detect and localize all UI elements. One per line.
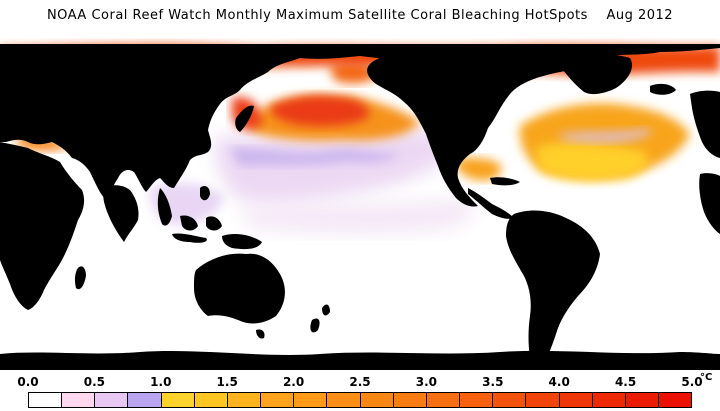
scale-swatch	[62, 393, 96, 407]
scale-tick-label: 2.5	[349, 375, 371, 389]
north-pacific-hotspot-core	[269, 95, 369, 126]
land-africa	[0, 142, 85, 310]
land-central-america	[468, 188, 514, 219]
land-greenland	[560, 53, 633, 95]
scale-swatch	[625, 393, 659, 407]
land-australia	[194, 253, 285, 324]
scale-tick-label: 0.5	[83, 375, 106, 389]
scale-unit: °C	[700, 372, 713, 383]
land-madagascar	[74, 266, 86, 290]
scale-swatch	[460, 393, 494, 407]
north-atlantic-hotspot-core	[535, 142, 649, 181]
scale-swatch	[592, 393, 626, 407]
scale-swatch	[327, 393, 361, 407]
scale-tick-label: 1.5	[216, 375, 238, 389]
scale-swatch	[128, 393, 162, 407]
scale-tick-label: 3.5	[482, 375, 504, 389]
scale-swatch	[194, 393, 228, 407]
scale-swatch	[360, 393, 394, 407]
color-scale: 0.0 0.5 1.0 1.5 2.0 2.5 3.0 3.5 4.0 4.5 5.0 °C	[0, 370, 720, 411]
scale-swatch	[227, 393, 262, 407]
land-india	[103, 185, 139, 242]
scale-swatch	[29, 393, 63, 407]
scale-tick-label: 4.5	[614, 375, 637, 389]
land-japan	[235, 105, 254, 132]
scale-swatch	[526, 393, 560, 407]
pacific-hotspot-band	[214, 128, 460, 203]
scale-swatch	[393, 393, 427, 407]
scale-swatch	[261, 393, 295, 407]
land-caribbean	[490, 177, 520, 186]
world-map	[0, 38, 720, 370]
land-southeast-asia	[157, 186, 262, 250]
land-antarctica	[0, 350, 720, 370]
scale-tick-label: 2.0	[282, 375, 305, 389]
scale-swatch	[294, 393, 328, 407]
scale-tick-label: 0.0	[17, 375, 39, 389]
scale-swatch	[161, 393, 195, 407]
scale-swatch	[658, 393, 692, 407]
scale-tick-label: 3.0	[415, 375, 438, 389]
scale-swatch	[95, 393, 129, 407]
land	[0, 44, 720, 370]
land-eurasia	[0, 44, 720, 198]
land-iceland	[650, 83, 676, 95]
scale-swatch	[559, 393, 593, 407]
land-tasmania	[256, 329, 265, 339]
land-africa-west-edge	[699, 173, 720, 234]
scale-tick-label: 1.0	[150, 375, 172, 389]
scale-tick-label: 4.0	[548, 375, 570, 389]
land-new-zealand	[310, 304, 330, 333]
caribbean-hotspot	[455, 157, 502, 181]
land-south-america	[506, 210, 600, 366]
land-north-america	[367, 53, 620, 207]
land-europe-east-edge	[690, 90, 720, 158]
bering-hotspot	[330, 62, 380, 84]
scale-tick-label: 5.0	[681, 375, 703, 389]
pacific-violet-spots	[230, 147, 400, 166]
scale-swatch	[493, 393, 527, 407]
tropical-pacific-hotspot	[240, 198, 474, 234]
atlantic-lavender-spots	[560, 128, 651, 143]
map-title: NOAA Coral Reef Watch Monthly Maximum Sa…	[46, 8, 674, 23]
scale-swatch	[426, 393, 461, 407]
scale-swatches	[28, 392, 692, 408]
